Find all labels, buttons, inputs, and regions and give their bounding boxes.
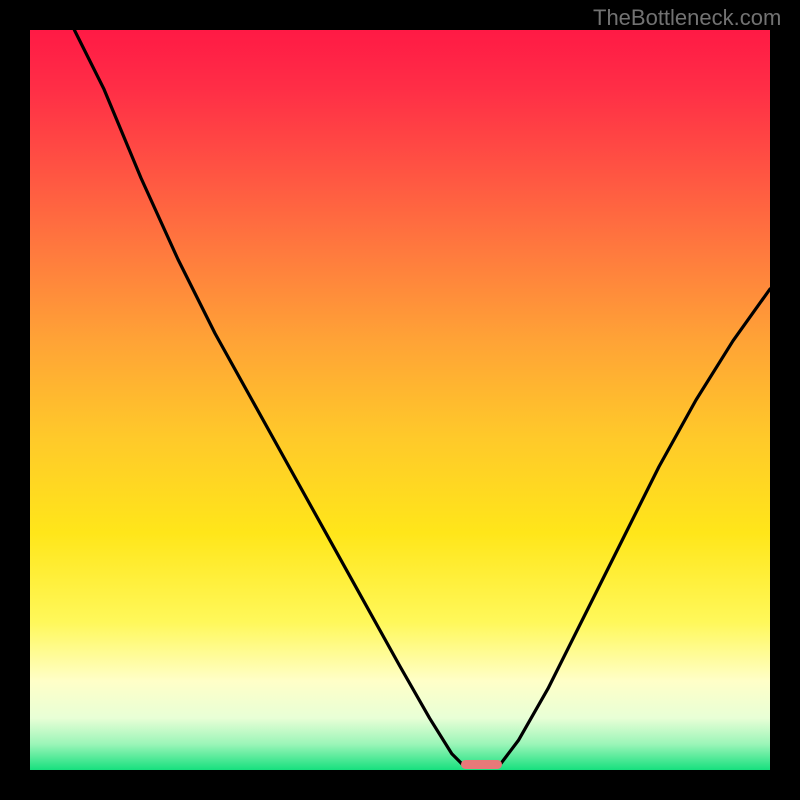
watermark-text: TheBottleneck.com [593,5,781,31]
right-curve [500,289,770,765]
chart-container: TheBottleneck.com [0,0,800,800]
bottleneck-marker [461,760,502,769]
left-curve [74,30,463,765]
curve-overlay [0,0,800,800]
